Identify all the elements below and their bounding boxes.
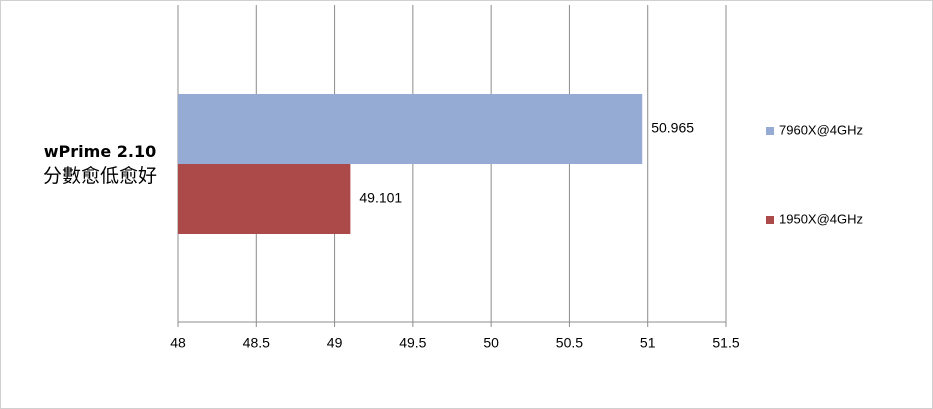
x-tick-label: 50.5: [556, 335, 583, 351]
x-tick-label: 48.5: [243, 335, 270, 351]
legend-label: 1950X@4GHz: [779, 211, 863, 226]
x-tick-label: 49: [327, 335, 343, 351]
x-tick-label: 48: [170, 335, 186, 351]
bar: [178, 164, 351, 234]
data-label: 50.965: [651, 120, 694, 136]
x-tick-label: 49.5: [399, 335, 426, 351]
legend-item: 7960X@4GHz: [766, 122, 863, 137]
data-label: 49.101: [359, 190, 402, 206]
x-tick-label: 51: [640, 335, 656, 351]
legend-item: 1950X@4GHz: [766, 211, 863, 226]
legend-swatch: [766, 127, 774, 135]
bar: [178, 94, 643, 164]
legend-label: 7960X@4GHz: [779, 122, 863, 137]
category-label: wPrime 2.10 分數愈低愈好: [42, 142, 157, 187]
x-tick-label: 51.5: [712, 335, 739, 351]
x-tick-label: 50: [483, 335, 499, 351]
legend-swatch: [766, 216, 774, 224]
